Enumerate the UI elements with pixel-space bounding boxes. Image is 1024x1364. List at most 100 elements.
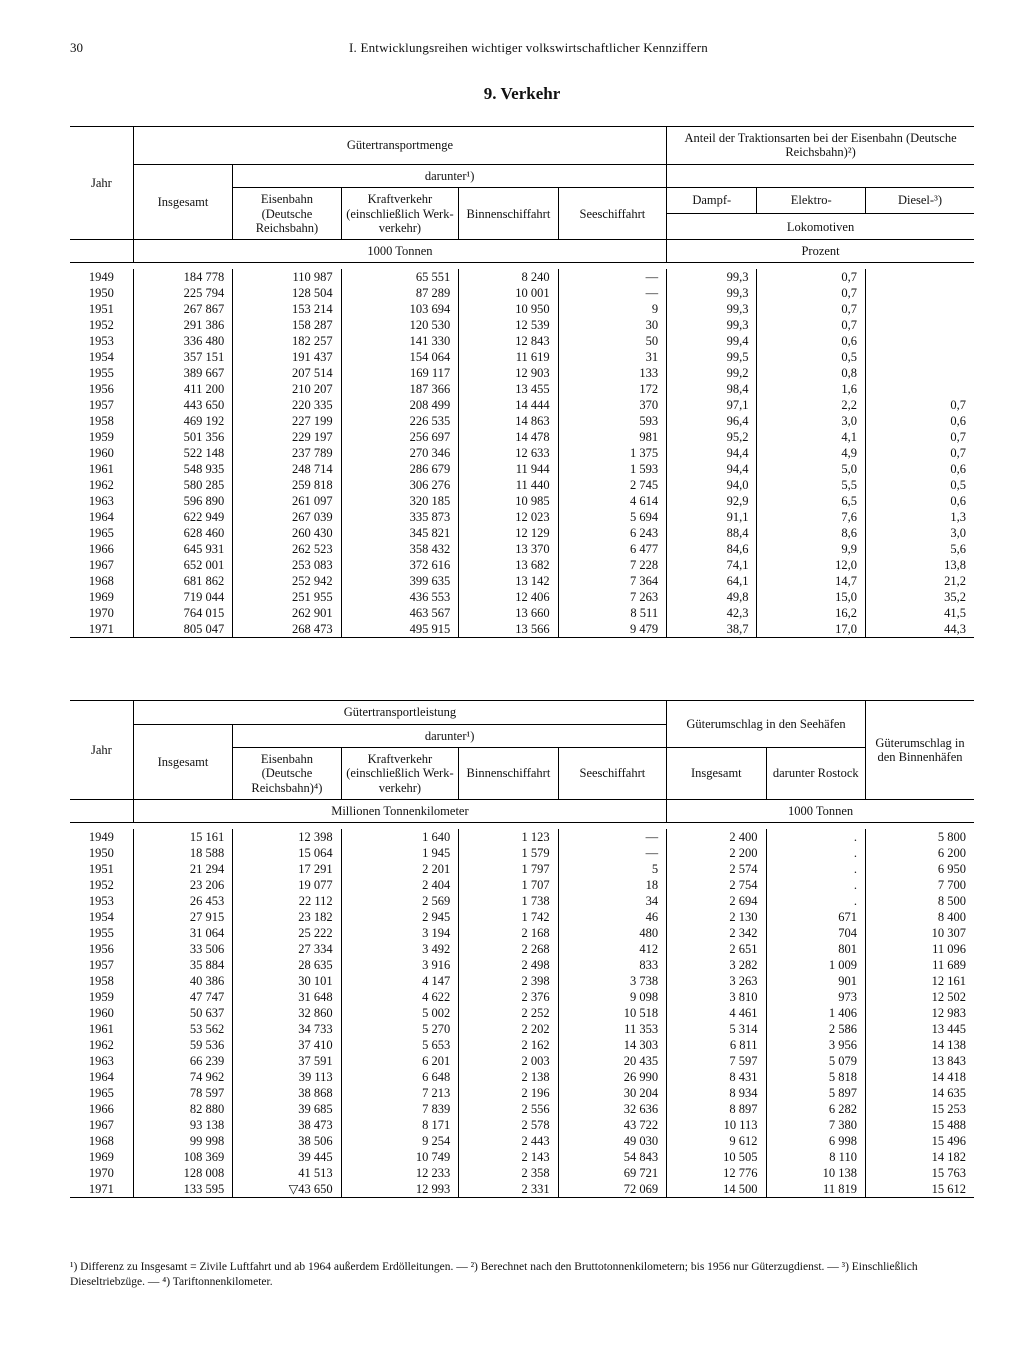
cell-value: 10 001 [459,285,558,301]
cell-value: 6 811 [667,1037,766,1053]
cell-value: 501 356 [133,429,232,445]
cell-value: 8,6 [757,525,865,541]
cell-value: 94,4 [667,461,757,477]
cell-value: 3,0 [865,525,974,541]
cell-value: — [558,829,666,845]
cell-value: 2 130 [667,909,766,925]
col-rostock: darunter Rostock [766,748,865,800]
unit-1000t-2: 1000 Tonnen [667,800,974,823]
cell-value: 78 597 [133,1085,232,1101]
cell-value: 14 418 [865,1069,974,1085]
cell-value: 35 884 [133,957,232,973]
cell-value: 13 682 [459,557,558,573]
cell-value: 5,6 [865,541,974,557]
cell-value [865,333,974,349]
cell-year: 1966 [70,1101,133,1117]
cell-value: 2 754 [667,877,766,893]
cell-value: 1,6 [757,381,865,397]
cell-value: 2 400 [667,829,766,845]
cell-value: 95,2 [667,429,757,445]
cell-year: 1949 [70,269,133,285]
cell-value: 358 432 [341,541,459,557]
chapter-heading: I. Entwicklungsreihen wichtiger volkswir… [83,40,974,56]
table-row: 195018 58815 0641 9451 579—2 200.6 200 [70,845,974,861]
col-kraft: Kraftverkehr (einschließ­lich Werk­verke… [341,188,459,240]
cell-value: 34 733 [233,1021,341,1037]
table-row: 1969719 044251 955436 55312 4067 26349,8… [70,589,974,605]
table-row: 196578 59738 8687 2132 19630 2048 9345 8… [70,1085,974,1101]
cell-year: 1971 [70,621,133,638]
cell-value: 39 113 [233,1069,341,1085]
cell-value: 98,4 [667,381,757,397]
cell-value: 11 353 [558,1021,666,1037]
cell-value: 93 138 [133,1117,232,1133]
unit-prozent: Prozent [667,240,974,263]
cell-value: 22 112 [233,893,341,909]
table-row: 195633 50627 3343 4922 2684122 65180111 … [70,941,974,957]
cell-value: 2 586 [766,1021,865,1037]
footnotes: ¹) Differenz zu Insgesamt = Zivile Luftf… [70,1260,974,1289]
col-elektro: Elektro- [757,188,865,214]
cell-year: 1967 [70,1117,133,1133]
table-row: 1952291 386158 287120 53012 5393099,30,7 [70,317,974,333]
cell-value: 15 763 [865,1165,974,1181]
cell-value: 7,6 [757,509,865,525]
cell-value: 7 213 [341,1085,459,1101]
cell-value: 13 566 [459,621,558,638]
table-row: 1962580 285259 818306 27611 4402 74594,0… [70,477,974,493]
table-row: 195223 20619 0772 4041 707182 754.7 700 [70,877,974,893]
cell-value: 306 276 [341,477,459,493]
cell-value: 268 473 [233,621,341,638]
cell-value: 64,1 [667,573,757,589]
cell-value: 2 196 [459,1085,558,1101]
cell-year: 1960 [70,445,133,461]
cell-year: 1954 [70,909,133,925]
cell-value: 2 443 [459,1133,558,1149]
cell-year: 1969 [70,589,133,605]
cell-value: 7 364 [558,573,666,589]
cell-value: 704 [766,925,865,941]
table-row: 1970764 015262 901463 56713 6608 51142,3… [70,605,974,621]
cell-value: 182 257 [233,333,341,349]
cell-value: 10 518 [558,1005,666,1021]
cell-value [865,301,974,317]
cell-value: . [766,845,865,861]
cell-value: 4 622 [341,989,459,1005]
cell-value: 184 778 [133,269,232,285]
cell-year: 1970 [70,605,133,621]
table-row: 195531 06425 2223 1942 1684802 34270410 … [70,925,974,941]
cell-value: 20 435 [558,1053,666,1069]
cell-value: 681 862 [133,573,232,589]
table-row: 1964622 949267 039335 87312 0235 69491,1… [70,509,974,525]
cell-value: 99,3 [667,301,757,317]
cell-value: 2,2 [757,397,865,413]
table-row: 1958469 192227 199226 53514 86359396,43,… [70,413,974,429]
cell-value: 370 [558,397,666,413]
cell-value [865,381,974,397]
cell-value: 2 376 [459,989,558,1005]
cell-value: — [558,285,666,301]
table-row: 1967652 001253 083372 61613 6827 22874,1… [70,557,974,573]
table-row: 1970128 00841 51312 2332 35869 72112 776… [70,1165,974,1181]
cell-value: 6 201 [341,1053,459,1069]
cell-value: 12 843 [459,333,558,349]
cell-value: 37 410 [233,1037,341,1053]
cell-value: 0,7 [865,429,974,445]
cell-value: 1 579 [459,845,558,861]
cell-value: 5 694 [558,509,666,525]
cell-value: 110 987 [233,269,341,285]
cell-value: 2 745 [558,477,666,493]
cell-value: 12 233 [341,1165,459,1181]
cell-value: 99,3 [667,285,757,301]
page-number: 30 [70,40,83,56]
cell-value: 46 [558,909,666,925]
cell-value: 981 [558,429,666,445]
cell-value: 226 535 [341,413,459,429]
cell-year: 1951 [70,861,133,877]
cell-value: 50 [558,333,666,349]
cell-year: 1963 [70,493,133,509]
col-eisenbahn: Eisenbahn (Deutsche Reichsbahn) [233,188,341,240]
cell-value: 1 640 [341,829,459,845]
cell-value: 580 285 [133,477,232,493]
cell-value: 262 523 [233,541,341,557]
